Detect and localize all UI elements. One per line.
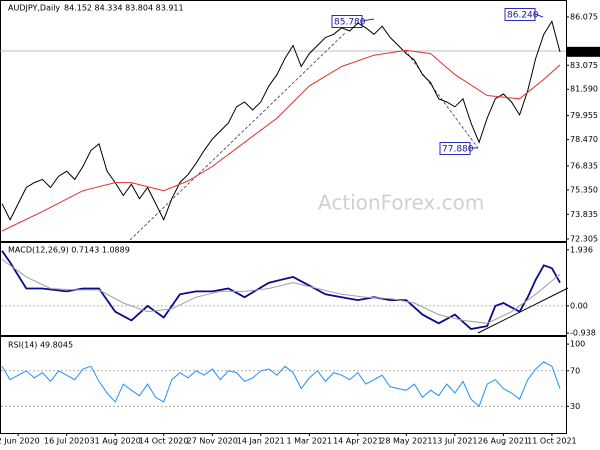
last-price-box [567, 46, 600, 57]
y-tick-label: 78.470 [570, 135, 598, 144]
x-tick-label: 14 Apr 2021 [333, 437, 382, 446]
annotation-box [439, 142, 471, 155]
y-tick-label: -0.938 [570, 329, 596, 338]
y-tick-label: 73.835 [570, 210, 598, 219]
x-tick-label: 13 Jul 2021 [432, 437, 477, 446]
trend-line [129, 32, 346, 241]
series-line [1, 259, 561, 324]
chart-title: AUDJPY,Daily [8, 4, 60, 13]
y-tick-label: 72.305 [570, 234, 598, 243]
y-tick-label: 83.075 [570, 61, 598, 70]
x-tick-label: 1 Mar 2021 [286, 437, 332, 446]
annotation: 77.880 [442, 145, 474, 155]
y-tick-label: 70 [570, 366, 580, 375]
y-tick-label: 76.835 [570, 161, 598, 170]
rsi-panel [0, 336, 567, 434]
macd-title: MACD(12,26,9) 0.7143 1.0889 [8, 246, 130, 255]
series-line [1, 361, 561, 408]
annotation: 86.240 [507, 11, 539, 21]
y-tick-label: 100 [570, 340, 585, 349]
y-tick-label: 30 [570, 402, 580, 411]
x-tick-label: 27 Nov 2020 [187, 437, 238, 446]
rsi-title: RSI(14) 49.8045 [8, 341, 73, 350]
annotation-pointer [361, 18, 375, 22]
annotation-box [331, 15, 363, 28]
x-tick-label: 16 Jul 2020 [44, 437, 89, 446]
series-line [1, 49, 561, 232]
series-line [1, 250, 561, 330]
trend-line [404, 49, 479, 149]
price-panel [0, 0, 567, 242]
y-tick-label: 81.590 [570, 85, 598, 94]
annotation-pointer [534, 13, 544, 18]
x-tick-label: 11 Oct 2021 [527, 437, 576, 446]
y-tick-label: 1.936 [570, 245, 593, 254]
watermark: ActionForex.com [318, 191, 484, 215]
y-tick-label: 86.075 [570, 12, 598, 21]
y-tick-label: 79.955 [570, 111, 598, 120]
x-tick-label: 14 Oct 2020 [139, 437, 188, 446]
last-price-label: 83.911 [570, 47, 598, 56]
macd-trend-line [477, 287, 569, 334]
x-tick-label: 2 Jun 2020 [0, 437, 40, 446]
x-tick-label: 14 Jan 2021 [237, 437, 285, 446]
ohlc-text: 84.152 84.334 83.804 83.911 [64, 4, 184, 13]
y-tick-label: 0.00 [570, 301, 588, 310]
x-tick-label: 28 May 2021 [380, 437, 432, 446]
x-tick-label: 31 Aug 2020 [90, 437, 141, 446]
annotation: 85.780 [334, 18, 366, 28]
x-tick-label: 26 Aug 2021 [478, 437, 529, 446]
series-line [1, 20, 561, 221]
annotation-box [504, 8, 536, 21]
y-tick-label: 75.350 [570, 185, 598, 194]
